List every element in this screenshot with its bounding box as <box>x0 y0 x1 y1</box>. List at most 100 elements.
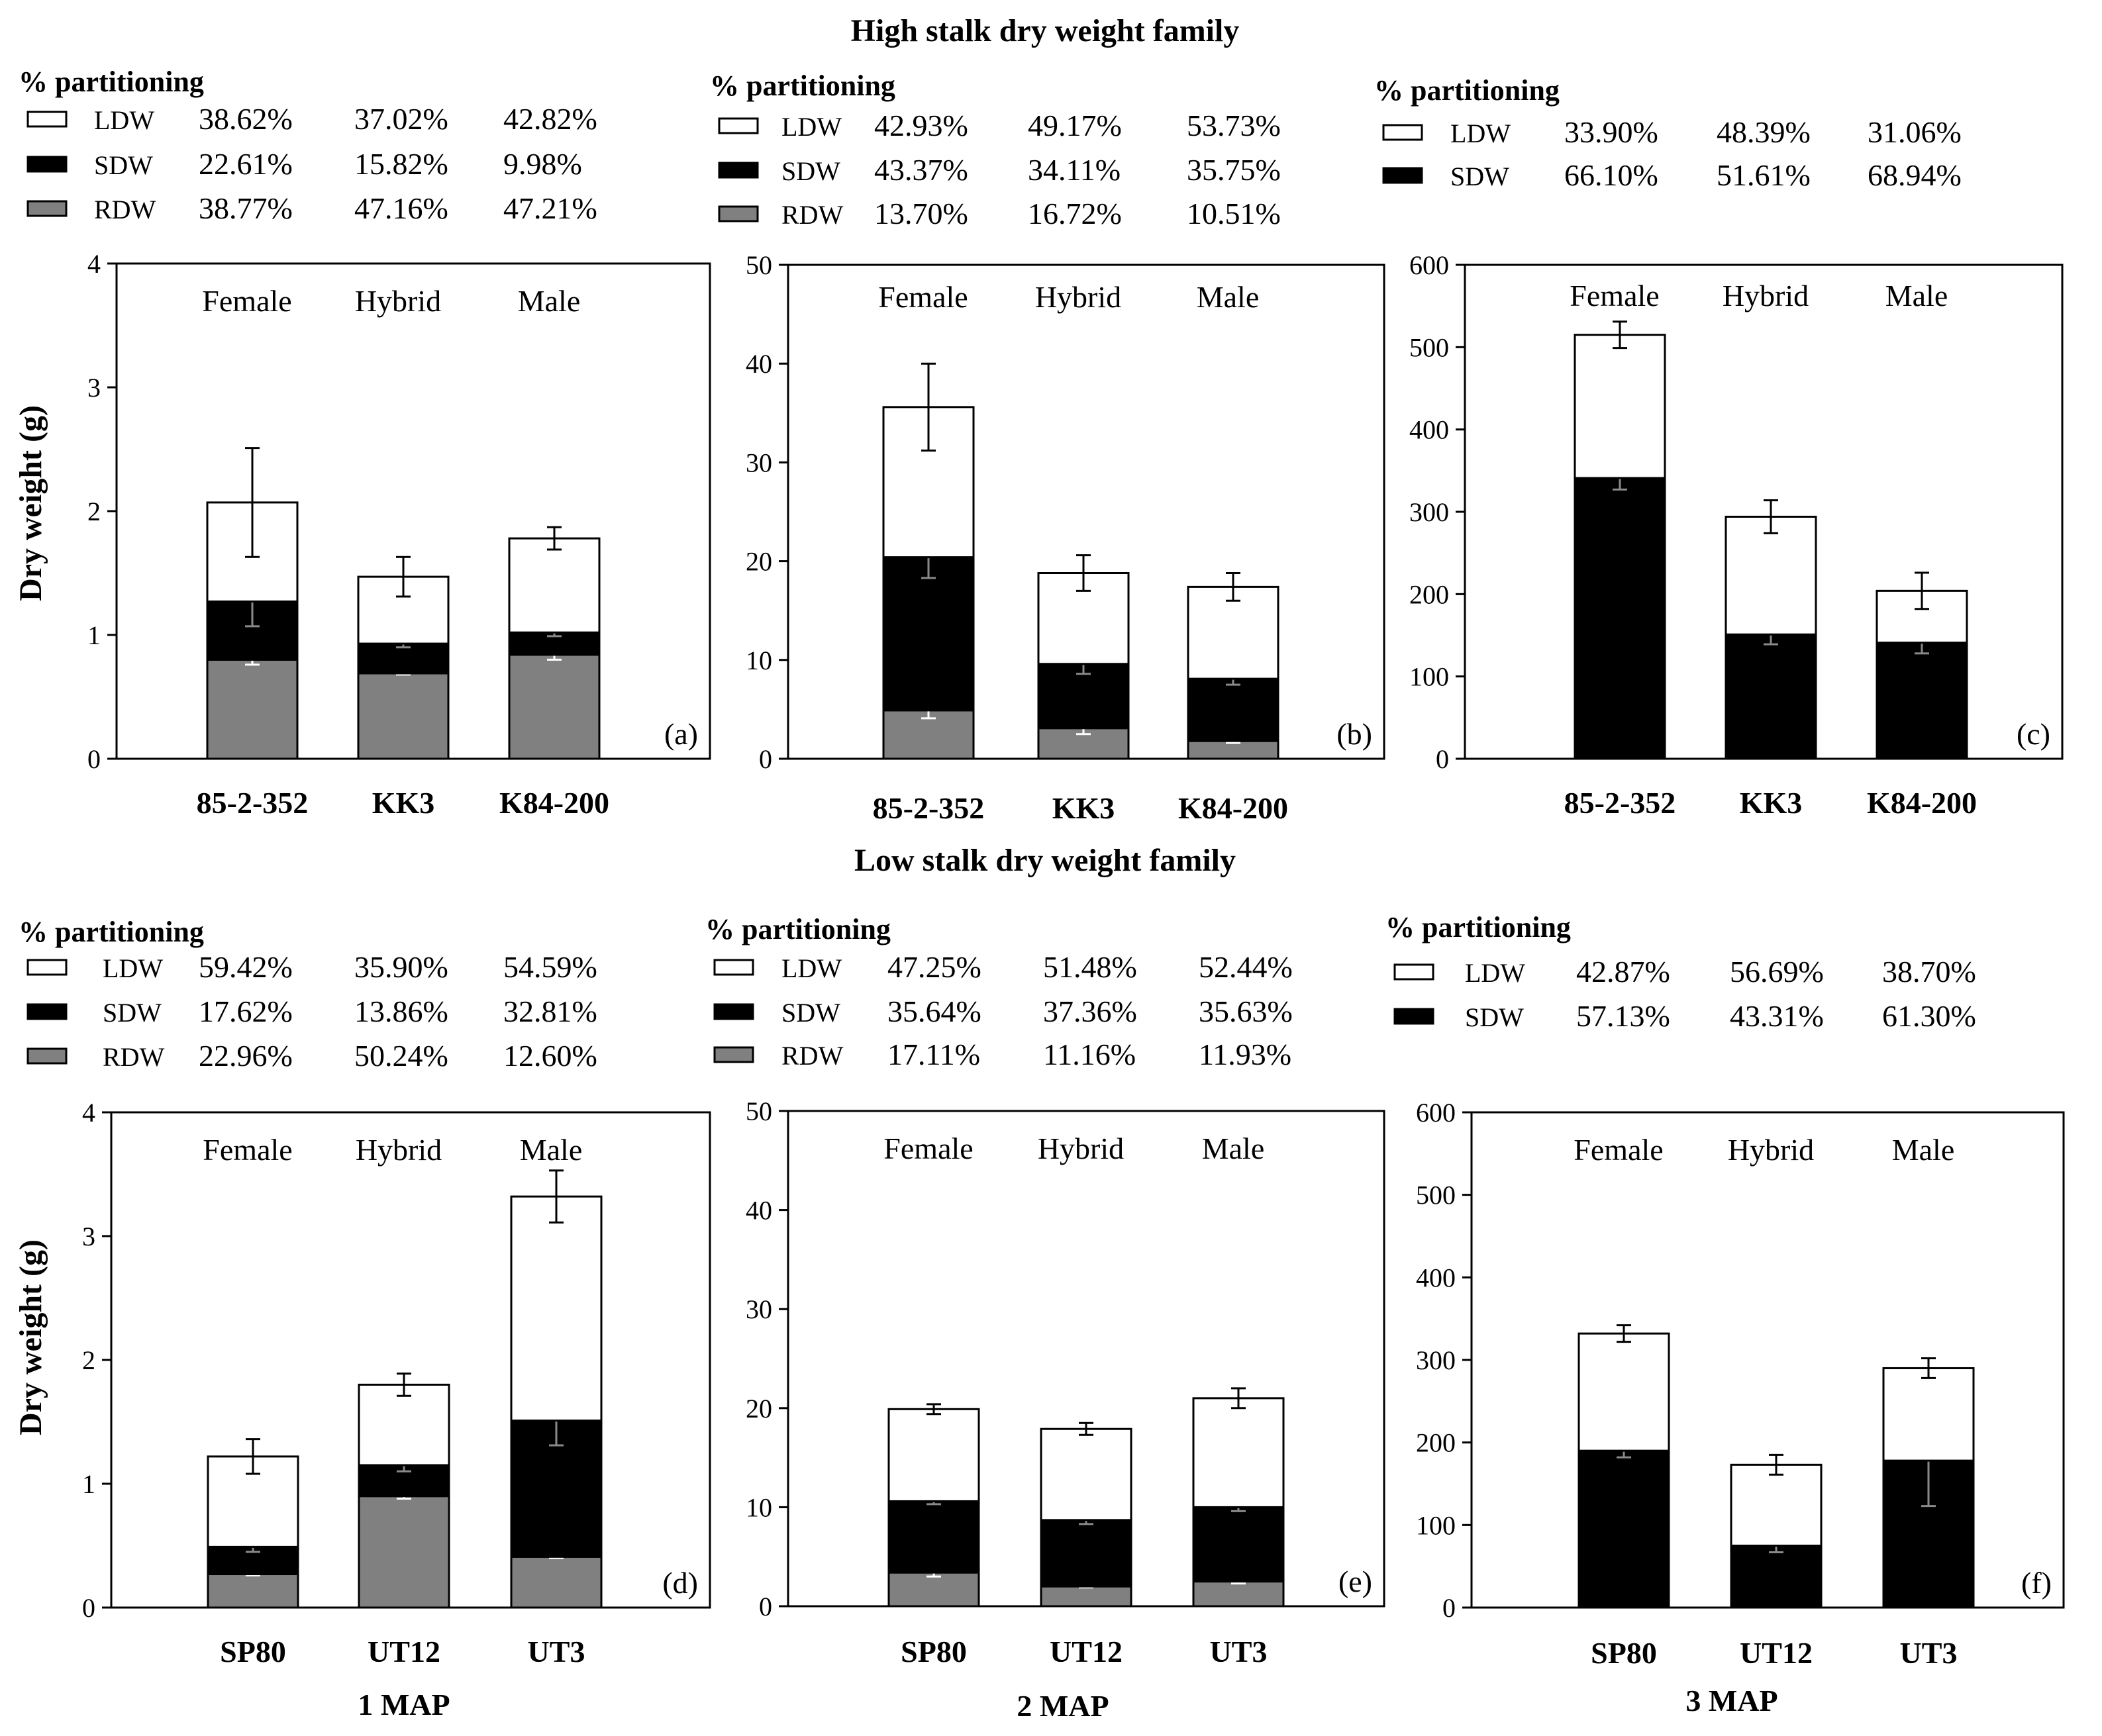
panel-a-legend-label-sdw: SDW <box>94 150 153 180</box>
panel-c-ytick-label-3: 300 <box>1409 497 1449 527</box>
panel-e-category-label-1: UT12 <box>1050 1635 1123 1668</box>
panel-a-ytick-label-1: 1 <box>87 620 101 650</box>
panel-e-partition-sdw-1: 37.36% <box>1043 994 1137 1028</box>
panel-a-legend-swatch-rdw <box>26 200 68 217</box>
title-high-family: High stalk dry weight family <box>851 13 1240 48</box>
panel-b-ytick-label-3: 30 <box>746 448 772 477</box>
panel-f-ytick-label-2: 200 <box>1416 1428 1456 1458</box>
panel-e-ytick-label-0: 0 <box>759 1592 772 1621</box>
panel-d-bar-ldw-1 <box>358 1383 450 1467</box>
panel-a-role-label-1: Hybrid <box>355 284 441 318</box>
panel-b-ytick-label-1: 10 <box>746 646 772 675</box>
panel-e-partition-ldw-2: 52.44% <box>1199 950 1293 984</box>
panel-c-category-label-0: 85-2-352 <box>1564 786 1676 820</box>
panel-d-partition-heading: % partitioning <box>19 916 204 948</box>
panel-c-bar-sdw-0 <box>1574 477 1666 760</box>
panel-f-ytick-label-4: 400 <box>1416 1263 1456 1292</box>
panel-d-partition-ldw-1: 35.90% <box>354 950 448 984</box>
panel-b-category-label-2: K84-200 <box>1178 791 1288 825</box>
panel-e-bar-sdw-2 <box>1192 1506 1285 1583</box>
panel-e-bar-sdw-0 <box>887 1500 980 1574</box>
panel-e-role-label-0: Female <box>883 1132 973 1165</box>
panel-a: Female 85-2-352 Hybrid KK3 Male K84-200 0 1 2 3 4 (… <box>19 66 711 820</box>
panel-f: Female SP80 Hybrid UT12 Male UT3 0 100 200 300 400… <box>1385 911 2065 1670</box>
panel-e-ytick-label-5: 50 <box>746 1096 772 1126</box>
panel-e-ytick-label-4: 40 <box>746 1196 772 1226</box>
panel-e-panel-label: (e) <box>1338 1565 1372 1598</box>
panel-e-partition-heading: % partitioning <box>705 913 891 945</box>
map-label-3: 3 MAP <box>1685 1684 1777 1717</box>
panel-b-ytick-label-5: 50 <box>746 250 772 280</box>
panel-f-legend-label-ldw: LDW <box>1465 958 1525 988</box>
panel-d-role-label-1: Hybrid <box>356 1133 442 1167</box>
panel-f-ytick-label-1: 100 <box>1416 1510 1456 1540</box>
panel-d-ytick-label-4: 4 <box>82 1098 95 1128</box>
panel-e-legend-swatch-rdw <box>713 1046 754 1063</box>
panel-f-ytick-label-5: 500 <box>1416 1181 1456 1210</box>
panel-c-panel-label: (c) <box>2017 717 2050 751</box>
panel-a-partition-sdw-0: 22.61% <box>199 147 293 181</box>
panel-a-legend-label-rdw: RDW <box>94 195 156 224</box>
panel-c-partition-sdw-2: 68.94% <box>1868 158 1962 192</box>
panel-e-bar-ldw-0 <box>887 1408 980 1502</box>
panel-d-legend-label-sdw: SDW <box>103 998 162 1028</box>
panel-c-partition-sdw-0: 66.10% <box>1564 158 1658 192</box>
panel-d-ytick-label-1: 1 <box>82 1469 95 1499</box>
panel-a-legend-swatch-ldw <box>26 111 68 128</box>
panel-b-legend-swatch-ldw <box>718 117 759 134</box>
panel-f-ytick-label-6: 600 <box>1416 1098 1456 1128</box>
panel-c-legend-swatch-ldw <box>1382 124 1423 141</box>
panel-e-partition-rdw-2: 11.93% <box>1199 1037 1291 1071</box>
panel-c-ytick-label-2: 200 <box>1409 579 1449 609</box>
panel-b-ytick-label-2: 20 <box>746 547 772 577</box>
panel-b-category-label-1: KK3 <box>1052 791 1115 825</box>
panel-e-role-label-1: Hybrid <box>1038 1132 1124 1165</box>
panel-e-bar-ldw-2 <box>1192 1397 1285 1508</box>
panel-b-legend-label-sdw: SDW <box>781 156 840 186</box>
panel-e-partition-sdw-2: 35.63% <box>1199 994 1293 1028</box>
panel-b-ytick-label-4: 40 <box>746 349 772 379</box>
panel-b-panel-label: (b) <box>1336 717 1372 751</box>
panel-e-role-label-2: Male <box>1202 1132 1265 1165</box>
panels-layer: Female 85-2-352 Hybrid KK3 Male K84-200 0 1 2 3 4 (… <box>19 66 2065 1670</box>
panel-a-partition-ldw-0: 38.62% <box>199 102 293 136</box>
panel-f-bar-ldw-2 <box>1882 1367 1975 1462</box>
panel-e-category-label-0: SP80 <box>901 1635 967 1668</box>
panel-b-ytick-label-0: 0 <box>759 744 772 774</box>
panel-a-bar-rdw-0 <box>206 658 299 760</box>
panel-d-bar-rdw-0 <box>207 1573 299 1609</box>
panel-b-category-label-0: 85-2-352 <box>873 791 985 825</box>
panel-e-partition-rdw-1: 11.16% <box>1043 1037 1136 1071</box>
panel-d-category-label-1: UT12 <box>368 1635 440 1668</box>
panel-a-bar-rdw-1 <box>357 672 450 760</box>
panel-b-role-label-2: Male <box>1197 280 1260 314</box>
panel-c-partition-sdw-1: 51.61% <box>1717 158 1811 192</box>
panel-d-role-label-0: Female <box>203 1133 292 1167</box>
panel-a-bar-ldw-2 <box>508 537 601 634</box>
panel-b-plot-frame <box>787 264 1385 760</box>
panel-b-partition-rdw-1: 16.72% <box>1028 197 1122 230</box>
panel-b-partition-sdw-0: 43.37% <box>874 153 968 187</box>
panel-d-legend-swatch-rdw <box>26 1047 68 1065</box>
panel-e-partition-sdw-0: 35.64% <box>887 994 981 1028</box>
panel-f-ytick-label-0: 0 <box>1442 1593 1456 1623</box>
panel-a-partition-rdw-0: 38.77% <box>199 191 293 225</box>
panel-f-partition-sdw-2: 61.30% <box>1882 999 1976 1033</box>
panel-a-role-label-2: Male <box>518 284 581 318</box>
panel-c-category-label-2: K84-200 <box>1867 786 1977 820</box>
panel-d-bar-rdw-2 <box>510 1555 603 1609</box>
panel-d-bar-ldw-2 <box>510 1195 603 1422</box>
panel-c-partition-ldw-1: 48.39% <box>1717 115 1811 149</box>
panel-b-partition-ldw-0: 42.93% <box>874 109 968 142</box>
panel-c-bar-ldw-0 <box>1574 334 1666 479</box>
panel-d-legend-label-ldw: LDW <box>103 953 163 983</box>
panel-e-bar-rdw-1 <box>1040 1585 1132 1608</box>
panel-e-legend-label-sdw: SDW <box>781 998 840 1028</box>
panel-f-role-label-0: Female <box>1574 1133 1663 1167</box>
panel-f-ytick-label-3: 300 <box>1416 1345 1456 1375</box>
panel-a-category-label-0: 85-2-352 <box>197 786 309 820</box>
panel-b-partition-sdw-1: 34.11% <box>1028 153 1121 187</box>
panel-a-partition-rdw-1: 47.16% <box>354 191 448 225</box>
panel-b-role-label-1: Hybrid <box>1035 280 1121 314</box>
panel-d-partition-ldw-0: 59.42% <box>199 950 293 984</box>
